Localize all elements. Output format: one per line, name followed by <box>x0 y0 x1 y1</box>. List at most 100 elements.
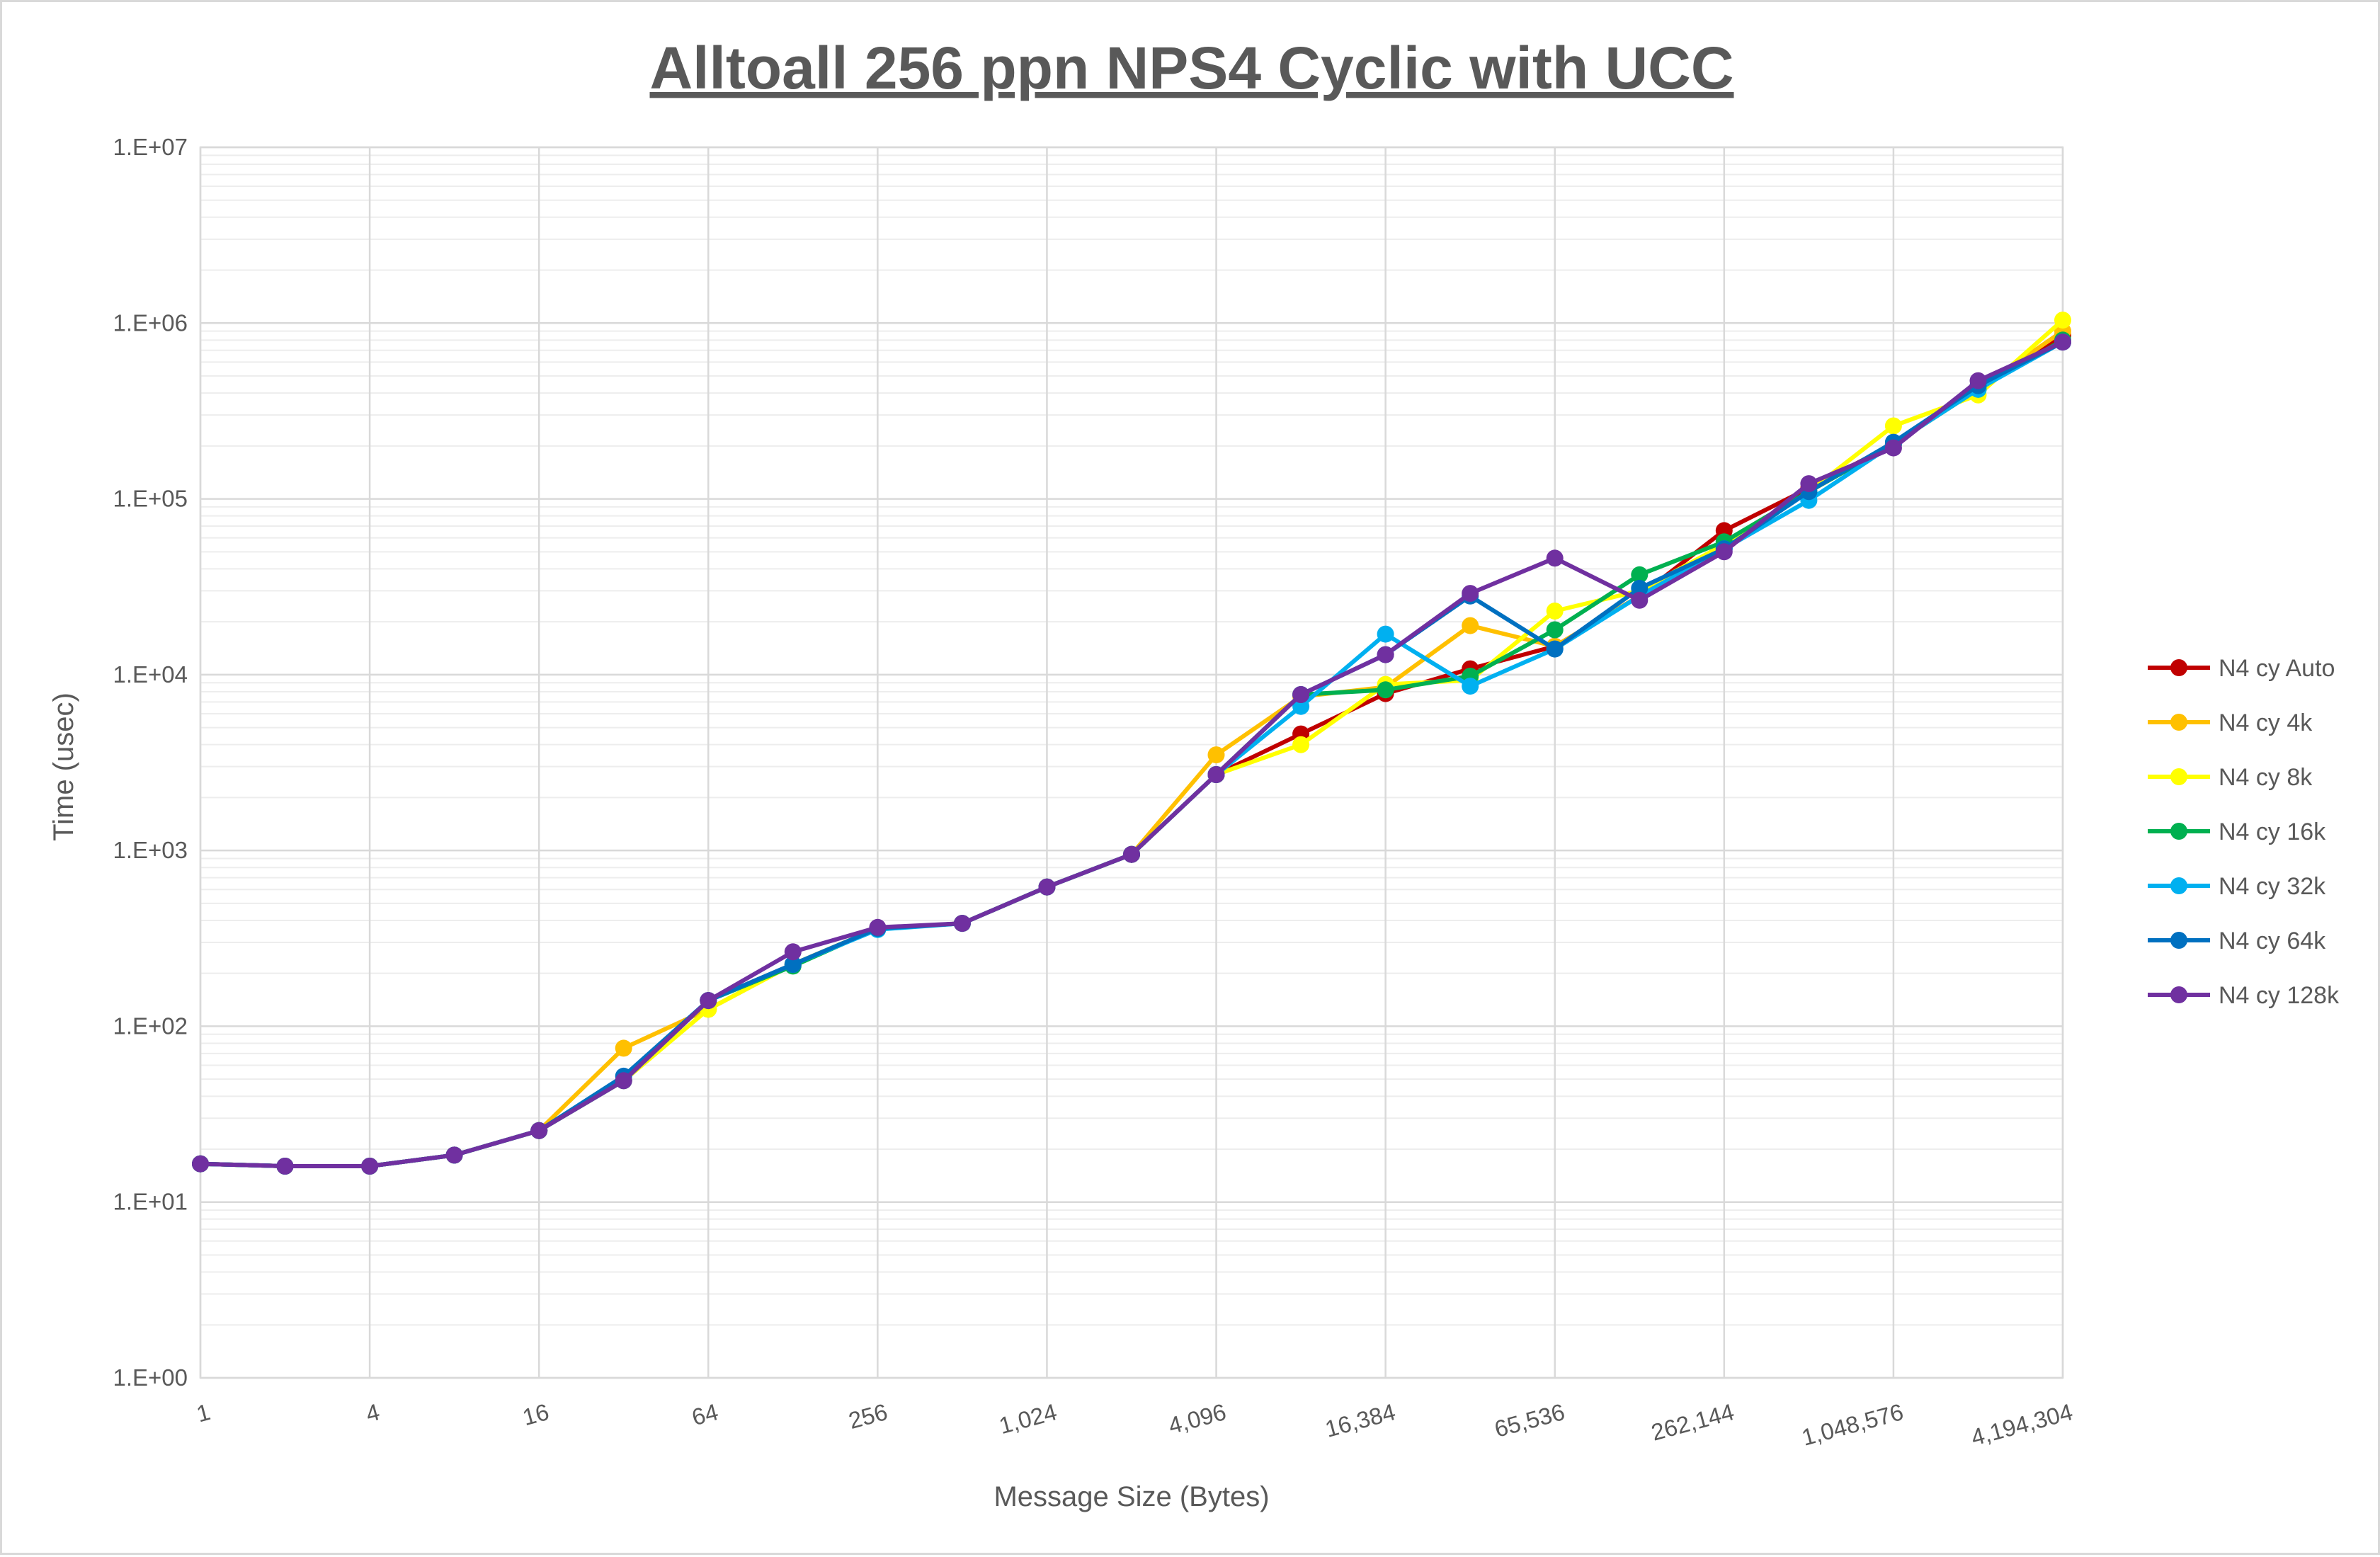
series-n4-cy-16k <box>192 331 2071 1175</box>
legend-item-n4-cy-128k: N4 cy 128k <box>2148 982 2340 1009</box>
legend-item-n4-cy-8k: N4 cy 8k <box>2148 764 2313 791</box>
data-point <box>2054 312 2071 329</box>
y-tick-label: 1.E+01 <box>113 1189 188 1215</box>
data-point <box>1546 621 1564 639</box>
data-point <box>1292 686 1310 703</box>
data-point <box>1969 372 1987 389</box>
x-tick-label: 16 <box>520 1398 552 1430</box>
x-tick-label: 16,384 <box>1322 1398 1398 1442</box>
data-point <box>1631 566 1649 583</box>
x-tick-label: 256 <box>845 1398 890 1434</box>
data-point <box>784 956 802 973</box>
x-tick-label: 1,024 <box>996 1398 1059 1439</box>
legend-label: N4 cy 128k <box>2219 982 2340 1009</box>
x-tick-label: 4,194,304 <box>1968 1398 2075 1451</box>
x-tick-label: 65,536 <box>1491 1398 1567 1442</box>
legend-marker <box>2170 877 2187 894</box>
legend-item-n4-cy-4k: N4 cy 4k <box>2148 709 2313 736</box>
series-n4-cy-4k <box>192 322 2071 1175</box>
y-tick-label: 1.E+03 <box>113 837 188 863</box>
y-tick-label: 1.E+05 <box>113 486 188 512</box>
data-point <box>1377 646 1394 663</box>
data-point <box>1462 617 1479 634</box>
data-point <box>615 1072 632 1090</box>
data-point <box>1462 585 1479 603</box>
series-line-n4-cy-auto <box>200 333 2064 1168</box>
legend-marker <box>2170 823 2187 840</box>
series-n4-cy-128k <box>192 333 2071 1175</box>
data-point <box>1207 766 1225 783</box>
y-tick-label: 1.E+06 <box>113 309 188 336</box>
chart-title: Alltoall 256 ppn NPS4 Cyclic with UCC <box>650 35 1734 101</box>
series-line-n4-cy-16k <box>200 338 2064 1168</box>
x-tick-label: 1 <box>194 1398 213 1427</box>
data-point <box>1631 579 1649 597</box>
y-axis-title: Time (usec) <box>48 692 79 841</box>
legend-label: N4 cy 32k <box>2219 873 2326 900</box>
series-line-n4-cy-32k <box>200 340 2064 1168</box>
legend-item-n4-cy-auto: N4 cy Auto <box>2148 655 2335 682</box>
legend-marker <box>2170 659 2187 676</box>
legend-item-n4-cy-32k: N4 cy 32k <box>2148 873 2326 900</box>
data-point <box>953 915 971 933</box>
series-line-n4-cy-64k <box>200 340 2064 1168</box>
series-n4-cy-32k <box>192 333 2071 1175</box>
data-point <box>615 1039 632 1057</box>
series-n4-cy-8k <box>192 312 2071 1175</box>
x-axis-tick-labels: 1 4 16 64 256 1,024 4,096 16,384 65,536 262,144 1,… <box>194 1398 2076 1451</box>
x-tick-label: 64 <box>689 1398 721 1430</box>
data-point <box>1546 640 1564 658</box>
data-point <box>1800 475 1818 493</box>
y-axis-tick-labels: 1.E+00 1.E+01 1.E+02 1.E+03 1.E+04 1.E+05 1.E+… <box>113 134 188 1391</box>
data-point <box>1038 878 1056 896</box>
data-point <box>1377 681 1394 699</box>
data-point <box>1884 439 1902 457</box>
data-point <box>276 1158 294 1175</box>
legend-item-n4-cy-16k: N4 cy 16k <box>2148 819 2326 845</box>
legend-label: N4 cy 64k <box>2219 928 2326 954</box>
legend-label: N4 cy Auto <box>2219 655 2335 682</box>
data-point <box>1292 697 1310 715</box>
x-tick-label: 4,096 <box>1166 1398 1229 1439</box>
y-tick-label: 1.E+04 <box>113 661 188 688</box>
series-line-n4-cy-128k <box>200 340 2064 1168</box>
legend-marker <box>2170 714 2187 731</box>
data-point <box>1631 591 1649 609</box>
x-tick-label: 4 <box>363 1398 382 1427</box>
plot-area <box>199 146 2064 1379</box>
data-point <box>1884 417 1902 435</box>
data-point <box>1292 736 1310 753</box>
y-tick-label: 1.E+02 <box>113 1013 188 1039</box>
data-point <box>1377 625 1394 643</box>
series-n4-cy-auto <box>192 326 2071 1175</box>
plot-border <box>199 146 2064 1379</box>
data-point <box>1546 549 1564 567</box>
major-gridlines <box>199 146 2064 1379</box>
series-n4-cy-64k <box>192 333 2071 1175</box>
data-point <box>700 992 717 1010</box>
series-line-n4-cy-8k <box>200 318 2064 1168</box>
legend-marker <box>2170 932 2187 949</box>
x-tick-label: 262,144 <box>1649 1398 1737 1446</box>
data-point <box>1123 845 1140 863</box>
data-point <box>361 1158 379 1175</box>
data-point <box>869 918 887 936</box>
data-point <box>1207 746 1225 764</box>
legend-marker <box>2170 768 2187 785</box>
legend-label: N4 cy 4k <box>2219 709 2313 736</box>
legend-label: N4 cy 16k <box>2219 819 2326 845</box>
series-layer <box>192 312 2071 1175</box>
data-point <box>192 1155 209 1173</box>
data-point <box>530 1122 548 1139</box>
legend-marker <box>2170 986 2187 1003</box>
data-point <box>2054 333 2071 351</box>
y-tick-label: 1.E+07 <box>113 134 188 160</box>
y-tick-label: 1.E+00 <box>113 1364 188 1391</box>
data-point <box>1546 603 1564 620</box>
series-line-n4-cy-4k <box>200 329 2064 1168</box>
data-point <box>1462 678 1479 695</box>
legend: N4 cy Auto N4 cy 4k N4 cy 8k N4 cy 16k N4 cy… <box>2148 655 2340 1009</box>
x-axis-title: Message Size (Bytes) <box>993 1481 1269 1512</box>
